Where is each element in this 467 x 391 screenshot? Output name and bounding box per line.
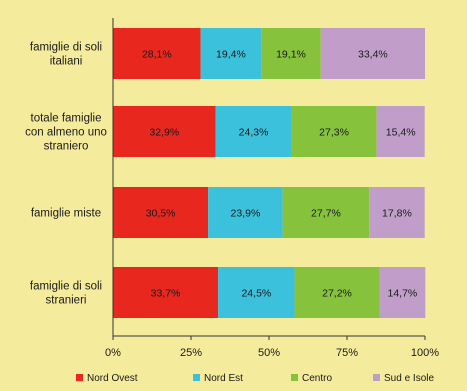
legend-label: Nord Est [204,373,243,384]
bar-segment [208,187,283,238]
data-label: 27,3% [319,127,349,139]
data-label: 14,7% [387,288,417,300]
category-label: con almeno uno [25,127,107,139]
data-label: 28,1% [142,49,172,61]
x-tick-label: 50% [258,347,280,359]
legend: Nord Ovest Nord Est Centro Sud e Isole [76,373,434,384]
bar-segment [113,187,209,238]
bar-segment [291,106,377,157]
x-axis: 0% 25% 50% 75% 100% [105,18,439,359]
data-label: 19,4% [216,49,246,61]
x-tick-label: 100% [411,347,439,359]
bar-segment [261,28,321,79]
legend-label: Sud e Isole [384,373,434,384]
x-tick-label: 0% [105,347,121,359]
data-label: 24,5% [241,288,271,300]
category-label: famiglie di soli [30,42,102,54]
data-label: 30,5% [146,208,176,220]
bar-segment [379,267,426,318]
bar-segment [113,267,219,318]
legend-swatch [291,374,298,381]
legend-swatch [373,374,380,381]
category-label: straniero [44,141,89,153]
legend-swatch [76,374,83,381]
x-tick-label: 75% [336,347,358,359]
data-label: 32,9% [149,127,179,139]
data-label: 27,7% [311,208,341,220]
bar-segment [113,28,201,79]
category-label: italiani [50,56,83,68]
x-tick-label: 25% [180,347,202,359]
bar-segment [282,187,370,238]
data-label: 24,3% [239,127,269,139]
legend-label: Centro [302,373,332,384]
data-label: 19,1% [276,49,306,61]
category-label: famiglie miste [31,208,101,220]
category-labels: famiglie di soli italiani totale famiglie c… [25,42,107,307]
data-label: 33,7% [151,288,181,300]
data-label: 27,2% [322,288,352,300]
bar-segment [113,106,216,157]
bar-segment [376,106,425,157]
legend-label: Nord Ovest [87,373,138,384]
data-label: 33,4% [358,49,388,61]
bar-segment [218,267,295,318]
bar-segment [215,106,292,157]
legend-swatch [193,374,200,381]
category-label: stranieri [46,295,87,307]
bar-segment [294,267,380,318]
data-label: 17,8% [382,208,412,220]
bar-segment [200,28,262,79]
data-label: 15,4% [386,127,416,139]
bar-segment [369,187,425,238]
bar-segment [320,28,425,79]
category-label: famiglie di soli [30,281,102,293]
bars: 28,1% 19,4% 19,1% 33,4% 32,9% 24,3% 27,3% 15,4%… [113,28,426,318]
data-label: 23,9% [231,208,261,220]
category-label: totale famiglie [31,113,102,125]
